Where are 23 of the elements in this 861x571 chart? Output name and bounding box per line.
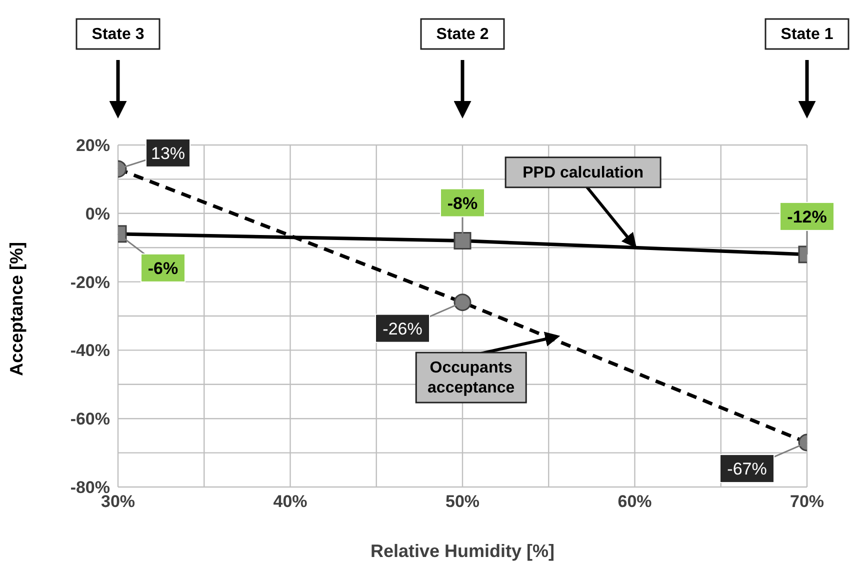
y-tick-label: -40% [70,341,110,360]
data-label: 13% [150,144,186,163]
x-tick-label: 60% [618,492,652,512]
data-label: -6% [148,258,178,278]
annotation: State 1 [780,26,834,43]
y-tick-label: 0% [85,204,110,224]
y-tick-label: -20% [70,272,110,292]
data-label: -26% [382,319,422,338]
x-tick-label: 50% [445,492,480,512]
data-label: -12% [787,207,827,226]
text: Occupants acceptance [428,360,515,397]
annotation: State 3 [92,26,144,43]
text: PPD calculation [522,164,644,182]
y-tick-label: 20% [76,136,110,156]
x-tick-label: 40% [273,492,308,512]
x-axis-title: Relative Humidity [%] [370,541,555,561]
y-axis-title: Acceptance [%] [6,242,26,376]
x-tick-label: 30% [100,492,136,512]
annotation: State 2 [436,26,489,43]
data-label: -8% [447,194,478,213]
data-label: -67% [727,460,767,479]
x-tick-label: 70% [790,492,824,512]
y-tick-label: -60% [70,410,110,429]
